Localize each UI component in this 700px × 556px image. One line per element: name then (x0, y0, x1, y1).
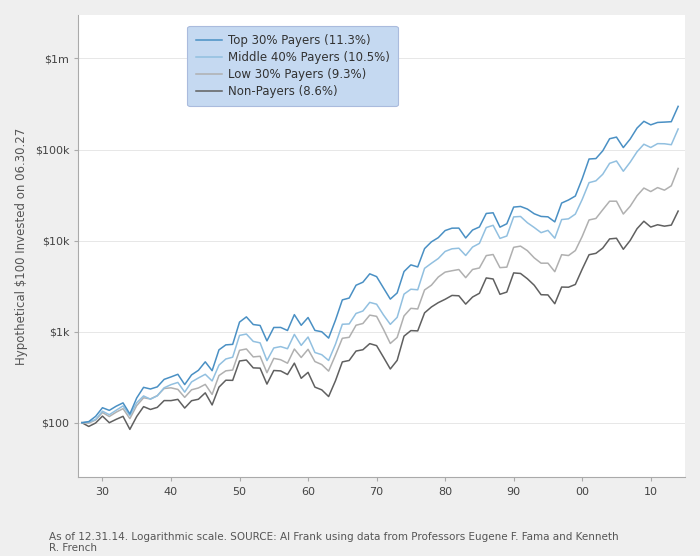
Legend: Top 30% Payers (11.3%), Middle 40% Payers (10.5%), Low 30% Payers (9.3%), Non-Pa: Top 30% Payers (11.3%), Middle 40% Payer… (188, 26, 398, 106)
Low 30% Payers (9.3%) (98, 409, 106, 416)
Non-Payers (8.6%) (78, 419, 86, 426)
Top 30% Payers (11.3%) (633, 125, 641, 131)
Non-Payers (8.6%) (379, 354, 388, 360)
Middle 40% Payers (10.5%) (249, 338, 258, 345)
Y-axis label: Hypothetical $100 Invested on 06.30.27: Hypothetical $100 Invested on 06.30.27 (15, 128, 28, 365)
Middle 40% Payers (10.5%) (78, 419, 86, 426)
Middle 40% Payers (10.5%) (674, 126, 682, 132)
Low 30% Payers (9.3%) (379, 326, 388, 332)
Low 30% Payers (9.3%) (434, 274, 442, 280)
Non-Payers (8.6%) (256, 365, 265, 371)
Non-Payers (8.6%) (640, 218, 648, 225)
Top 30% Payers (11.3%) (78, 419, 86, 426)
Middle 40% Payers (10.5%) (427, 260, 435, 267)
Top 30% Payers (11.3%) (249, 321, 258, 328)
Non-Payers (8.6%) (674, 208, 682, 215)
Non-Payers (8.6%) (92, 420, 100, 426)
Non-Payers (8.6%) (126, 426, 134, 433)
Top 30% Payers (11.3%) (372, 274, 381, 280)
Middle 40% Payers (10.5%) (372, 301, 381, 307)
Top 30% Payers (11.3%) (674, 103, 682, 110)
Middle 40% Payers (10.5%) (633, 148, 641, 155)
Non-Payers (8.6%) (434, 299, 442, 306)
Middle 40% Payers (10.5%) (242, 331, 251, 337)
Middle 40% Payers (10.5%) (92, 416, 100, 423)
Low 30% Payers (9.3%) (85, 420, 93, 426)
Low 30% Payers (9.3%) (78, 419, 86, 426)
Line: Non-Payers (8.6%): Non-Payers (8.6%) (82, 211, 678, 429)
Line: Middle 40% Payers (10.5%): Middle 40% Payers (10.5%) (82, 129, 678, 423)
Low 30% Payers (9.3%) (256, 353, 265, 360)
Non-Payers (8.6%) (249, 365, 258, 371)
Low 30% Payers (9.3%) (674, 165, 682, 172)
Line: Top 30% Payers (11.3%): Top 30% Payers (11.3%) (82, 106, 678, 423)
Top 30% Payers (11.3%) (92, 413, 100, 420)
Line: Low 30% Payers (9.3%): Low 30% Payers (9.3%) (82, 168, 678, 423)
Low 30% Payers (9.3%) (640, 185, 648, 191)
Text: As of 12.31.14. Logarithmic scale. SOURCE: Al Frank using data from Professors E: As of 12.31.14. Logarithmic scale. SOURC… (49, 532, 619, 553)
Low 30% Payers (9.3%) (249, 354, 258, 360)
Top 30% Payers (11.3%) (427, 239, 435, 245)
Top 30% Payers (11.3%) (242, 314, 251, 320)
